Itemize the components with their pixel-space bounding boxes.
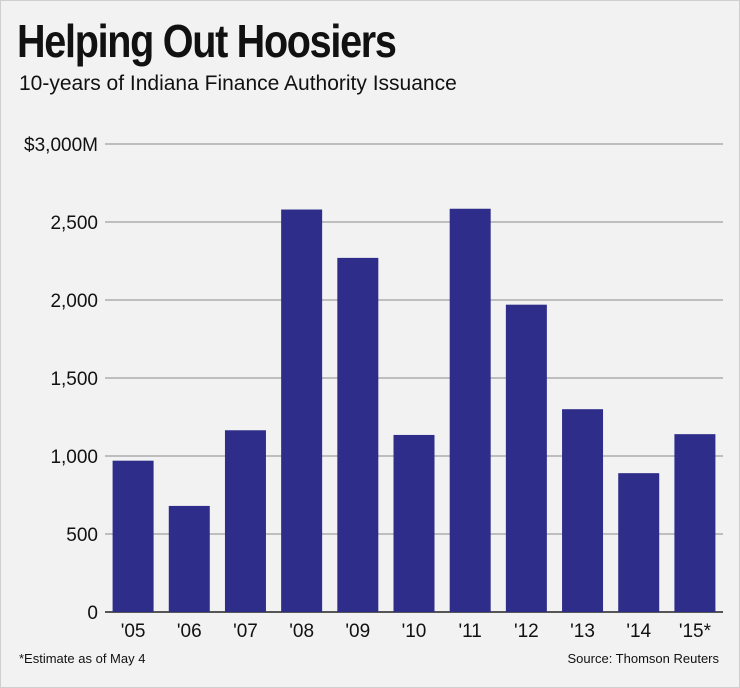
chart-subtitle: 10-years of Indiana Finance Authority Is…	[19, 72, 457, 95]
y-tick-label: 500	[66, 525, 98, 546]
x-tick-label: '14	[626, 621, 651, 642]
bar	[281, 209, 323, 612]
y-tick-label: 2,500	[50, 213, 98, 234]
x-tick-label: '05	[121, 621, 146, 642]
bar	[337, 257, 379, 612]
bar	[562, 409, 604, 612]
x-tick-label: '15*	[679, 621, 712, 642]
y-tick-label: 1,500	[50, 369, 98, 390]
bar	[224, 430, 266, 612]
x-tick-label: '12	[514, 621, 539, 642]
x-axis-tick-labels: '05 '06 '07 '08 '09 '10 '11 '12 '13 '14 '15*	[121, 621, 712, 642]
x-tick-label: '06	[177, 621, 202, 642]
x-tick-label: '08	[289, 621, 314, 642]
bar	[618, 473, 660, 612]
x-tick-label: '09	[345, 621, 370, 642]
bar	[168, 505, 210, 612]
bar	[393, 434, 435, 612]
y-tick-label: 1,000	[50, 447, 98, 468]
y-tick-label: 0	[87, 603, 98, 624]
x-tick-label: '13	[570, 621, 595, 642]
y-tick-label: $3,000M	[24, 135, 98, 156]
bar	[112, 460, 154, 612]
bar	[674, 434, 716, 612]
source-note: Source: Thomson Reuters	[567, 651, 720, 666]
chart-title: Helping Out Hoosiers	[17, 15, 397, 67]
bar	[449, 208, 491, 613]
x-tick-label: '10	[402, 621, 427, 642]
footnote: *Estimate as of May 4	[19, 651, 146, 666]
y-axis-tick-labels: 0 500 1,000 1,500 2,000 2,500 $3,000M	[24, 135, 98, 624]
bar	[505, 304, 547, 612]
x-tick-label: '11	[459, 621, 482, 642]
y-tick-label: 2,000	[50, 291, 98, 312]
bars	[112, 208, 716, 613]
x-tick-label: '07	[233, 621, 258, 642]
